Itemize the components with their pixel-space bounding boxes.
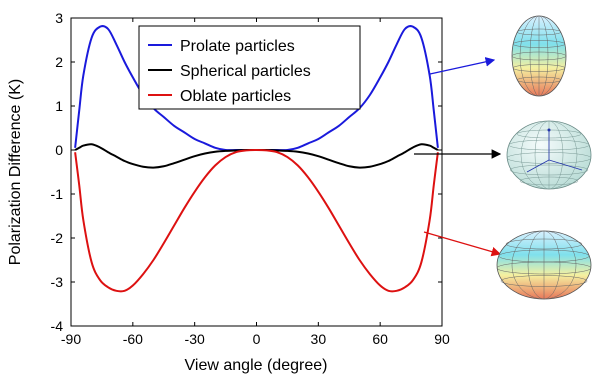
y-tick-label: -1 [51, 186, 64, 202]
x-tick-label: -30 [185, 331, 205, 347]
legend-label-spherical: Spherical particles [180, 63, 311, 80]
sphere-icon [506, 120, 592, 190]
y-tick-label: 0 [55, 142, 63, 158]
legend-box [138, 25, 361, 110]
arrow-to-oblate [423, 231, 502, 257]
x-tick-label: -60 [123, 331, 143, 347]
series-layer [74, 25, 439, 293]
y-tick-label: -3 [51, 274, 64, 290]
legend-label-oblate: Oblate particles [180, 88, 291, 105]
x-axis-label: View angle (degree) [185, 357, 328, 374]
x-tick-label: 60 [372, 331, 388, 347]
axis-ticks: -90 -60 -30 0 30 60 90 3 2 1 0 -1 -2 -3 -4 [51, 10, 450, 347]
legend: Prolate particles Spherical particles Ob… [138, 25, 361, 110]
x-tick-label: -90 [61, 331, 81, 347]
oblate-spheroid-icon [496, 230, 592, 300]
y-axis-label: Polarization Difference (K) [7, 79, 24, 265]
y-tick-label: -2 [51, 230, 64, 246]
y-tick-label: -4 [51, 318, 64, 334]
prolate-spheroid-icon [511, 15, 567, 97]
y-tick-label: 2 [55, 54, 63, 70]
x-tick-label: 30 [311, 331, 327, 347]
arrow-to-prolate [429, 57, 496, 75]
y-tick-label: 1 [55, 98, 63, 114]
legend-label-prolate: Prolate particles [180, 38, 295, 55]
y-tick-label: 3 [55, 10, 63, 26]
series-line-oblate [74, 149, 439, 293]
x-tick-label: 90 [434, 331, 450, 347]
x-tick-label: 0 [253, 331, 261, 347]
